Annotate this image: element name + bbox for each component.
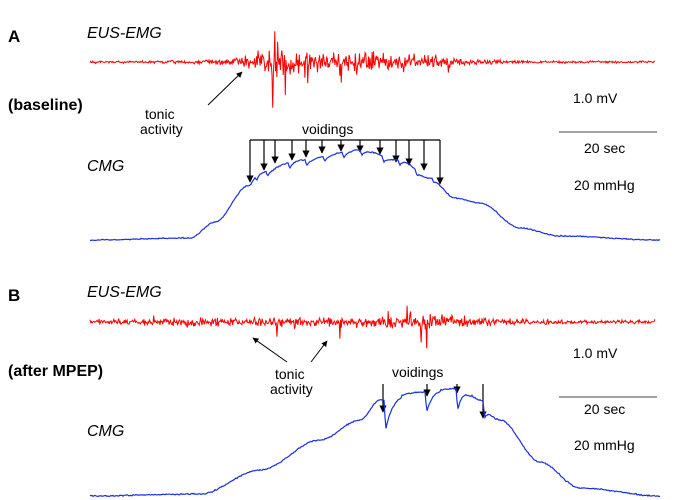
panel-a-emg-label: EUS-EMG xyxy=(87,25,162,42)
panel-b-tonic-arrow-right xyxy=(310,340,328,363)
panel-a-tonic-arrow xyxy=(207,71,243,106)
panel-a-tonic-line1: tonic xyxy=(145,106,175,122)
panel-b-scale-time: 20 sec xyxy=(584,401,625,417)
panel-b-emg-trace xyxy=(89,305,656,349)
panel-b-cmg-trace xyxy=(89,387,661,498)
panel-a-voidings-label: voidings xyxy=(302,121,353,137)
panel-a-condition: (baseline) xyxy=(8,97,83,114)
panel-a-cmg-label: CMG xyxy=(87,158,124,175)
panel-a-cmg-trace xyxy=(89,149,661,242)
panel-a-voidings-bracket xyxy=(246,139,444,185)
panel-b-cmg-label: CMG xyxy=(87,423,124,440)
panel-b: B EUS-EMG (after MPEP) tonic activity 1.… xyxy=(8,284,661,498)
panel-b-scale-mv: 1.0 mV xyxy=(573,345,618,361)
panel-b-tonic-line1: tonic xyxy=(275,366,305,382)
panel-a-tonic-line2: activity xyxy=(140,121,183,137)
panel-a-scale-time: 20 sec xyxy=(584,140,625,156)
panel-b-voidings-bracket xyxy=(379,384,487,419)
panel-b-scale-pressure: 20 mmHg xyxy=(574,437,635,453)
panel-b-voidings-label: voidings xyxy=(392,364,443,380)
panel-a-scale-mv: 1.0 mV xyxy=(573,90,618,106)
panel-a-scale-pressure: 20 mmHg xyxy=(574,177,635,193)
panel-b-tonic-arrow-left xyxy=(252,337,288,363)
panel-b-tonic-line2: activity xyxy=(270,381,313,397)
panel-b-letter: B xyxy=(8,286,20,305)
panel-a-emg-trace xyxy=(89,31,655,108)
panel-a: A EUS-EMG (baseline) tonic activity 1.0 … xyxy=(8,25,661,242)
panel-a-letter: A xyxy=(8,27,20,46)
panel-b-condition: (after MPEP) xyxy=(8,363,103,380)
panel-b-emg-label: EUS-EMG xyxy=(87,284,162,301)
